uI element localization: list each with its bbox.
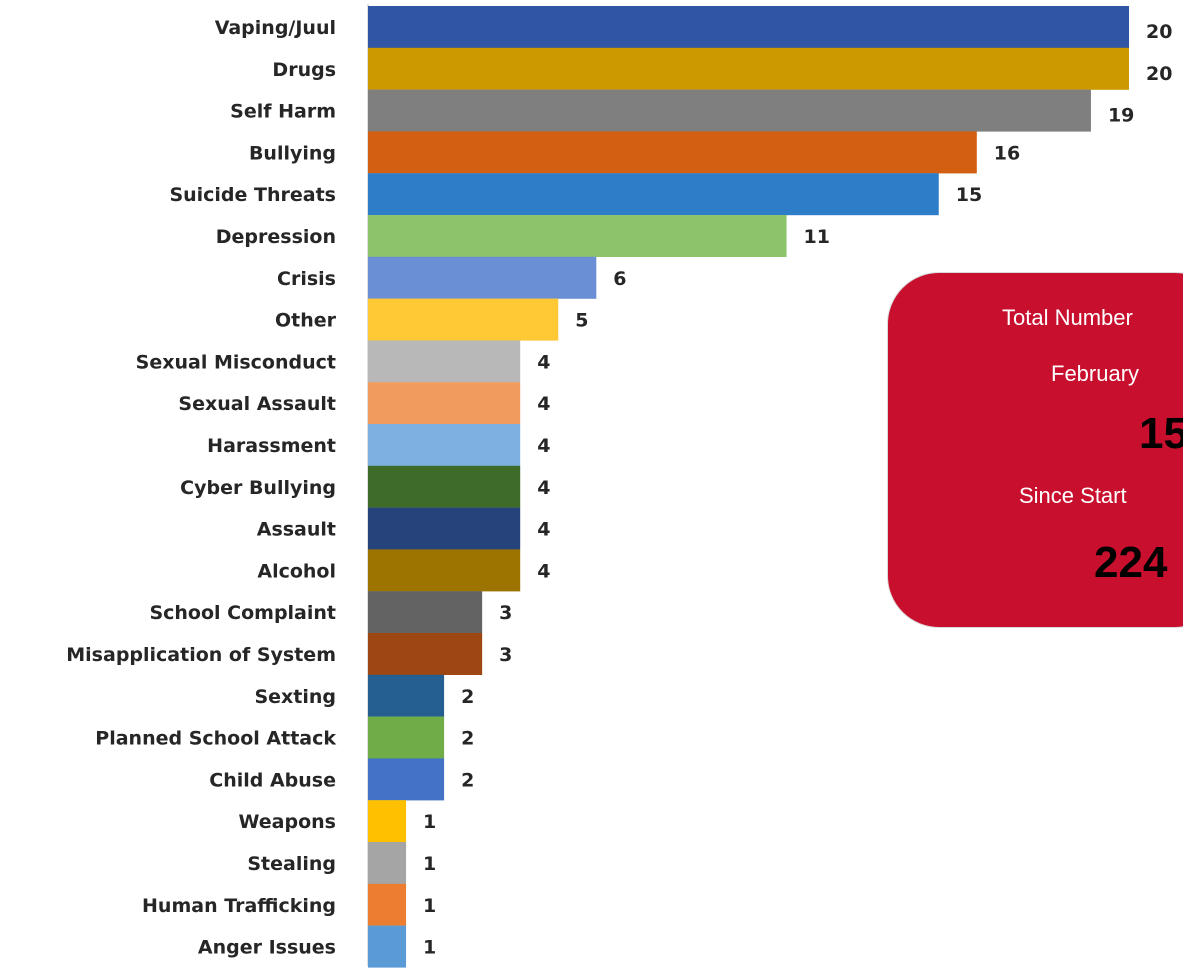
bar <box>368 633 483 675</box>
category-label: Depression <box>216 226 336 248</box>
bar <box>368 800 407 843</box>
summary-since-start-label: Since Start <box>1019 483 1127 508</box>
bar <box>368 340 521 383</box>
bar <box>368 758 445 801</box>
category-label: Other <box>275 310 337 332</box>
bar <box>368 507 521 550</box>
bar <box>368 424 521 466</box>
value-label: 20 <box>1146 63 1172 85</box>
bar <box>368 549 521 592</box>
bar <box>368 883 407 926</box>
bar <box>368 591 483 634</box>
category-label: Sexual Misconduct <box>136 351 336 373</box>
value-label: 3 <box>499 644 512 666</box>
value-label: 16 <box>994 142 1020 164</box>
bar <box>368 925 407 968</box>
category-label: Weapons <box>239 811 336 833</box>
bar <box>368 6 1129 48</box>
value-label: 2 <box>461 769 474 791</box>
value-label: 4 <box>537 477 550 499</box>
bar <box>368 173 939 216</box>
value-label: 19 <box>1108 105 1134 127</box>
category-label: Misapplication of System <box>66 644 336 666</box>
value-label: 3 <box>499 602 512 624</box>
value-label: 6 <box>613 268 626 290</box>
category-label: Anger Issues <box>198 937 336 959</box>
bar <box>368 89 1091 132</box>
value-label: 1 <box>423 811 436 833</box>
category-label: Vaping/Juul <box>215 17 336 39</box>
category-label: Planned School Attack <box>95 728 336 750</box>
category-label: Self Harm <box>230 101 336 123</box>
summary-month-value: 15 <box>1139 409 1183 458</box>
category-label: Sexual Assault <box>178 393 336 415</box>
bar <box>368 298 559 341</box>
summary-total-label: Total Number <box>1002 305 1133 330</box>
category-label: Drugs <box>272 59 336 81</box>
value-label: 2 <box>461 686 474 708</box>
category-label: Suicide Threats <box>169 184 336 206</box>
value-label: 15 <box>956 184 982 206</box>
category-label: Bullying <box>249 142 336 164</box>
bar <box>368 256 597 299</box>
bar <box>368 674 445 717</box>
summary-month-label: February <box>1051 361 1140 386</box>
value-label: 4 <box>537 519 550 541</box>
bar <box>368 716 445 759</box>
summary-total-value: 224 <box>1094 538 1168 587</box>
value-label: 4 <box>537 351 550 373</box>
value-label: 11 <box>804 226 830 248</box>
bar <box>368 215 787 257</box>
category-label: Child Abuse <box>209 769 336 791</box>
category-label: Harassment <box>207 435 336 457</box>
value-label: 1 <box>423 853 436 875</box>
category-label: Human Trafficking <box>142 895 336 917</box>
value-label: 20 <box>1146 21 1172 43</box>
value-label: 1 <box>423 895 436 917</box>
value-label: 4 <box>537 435 550 457</box>
bar <box>368 382 521 425</box>
value-label: 4 <box>537 560 550 582</box>
category-label: Cyber Bullying <box>180 477 336 499</box>
bar <box>368 47 1129 90</box>
category-label: Alcohol <box>257 560 336 582</box>
value-label: 1 <box>423 937 436 959</box>
bar <box>368 465 521 508</box>
value-label: 5 <box>575 310 588 332</box>
value-label: 4 <box>537 393 550 415</box>
value-label: 2 <box>461 728 474 750</box>
category-label: School Complaint <box>149 602 336 624</box>
category-label: Crisis <box>277 268 336 290</box>
summary-box: Total Number February 15 Since Start 224 <box>887 272 1183 628</box>
bar <box>368 131 977 174</box>
category-label: Sexting <box>254 686 336 708</box>
category-label: Assault <box>257 519 336 541</box>
category-label: Stealing <box>247 853 336 875</box>
bar <box>368 842 407 884</box>
